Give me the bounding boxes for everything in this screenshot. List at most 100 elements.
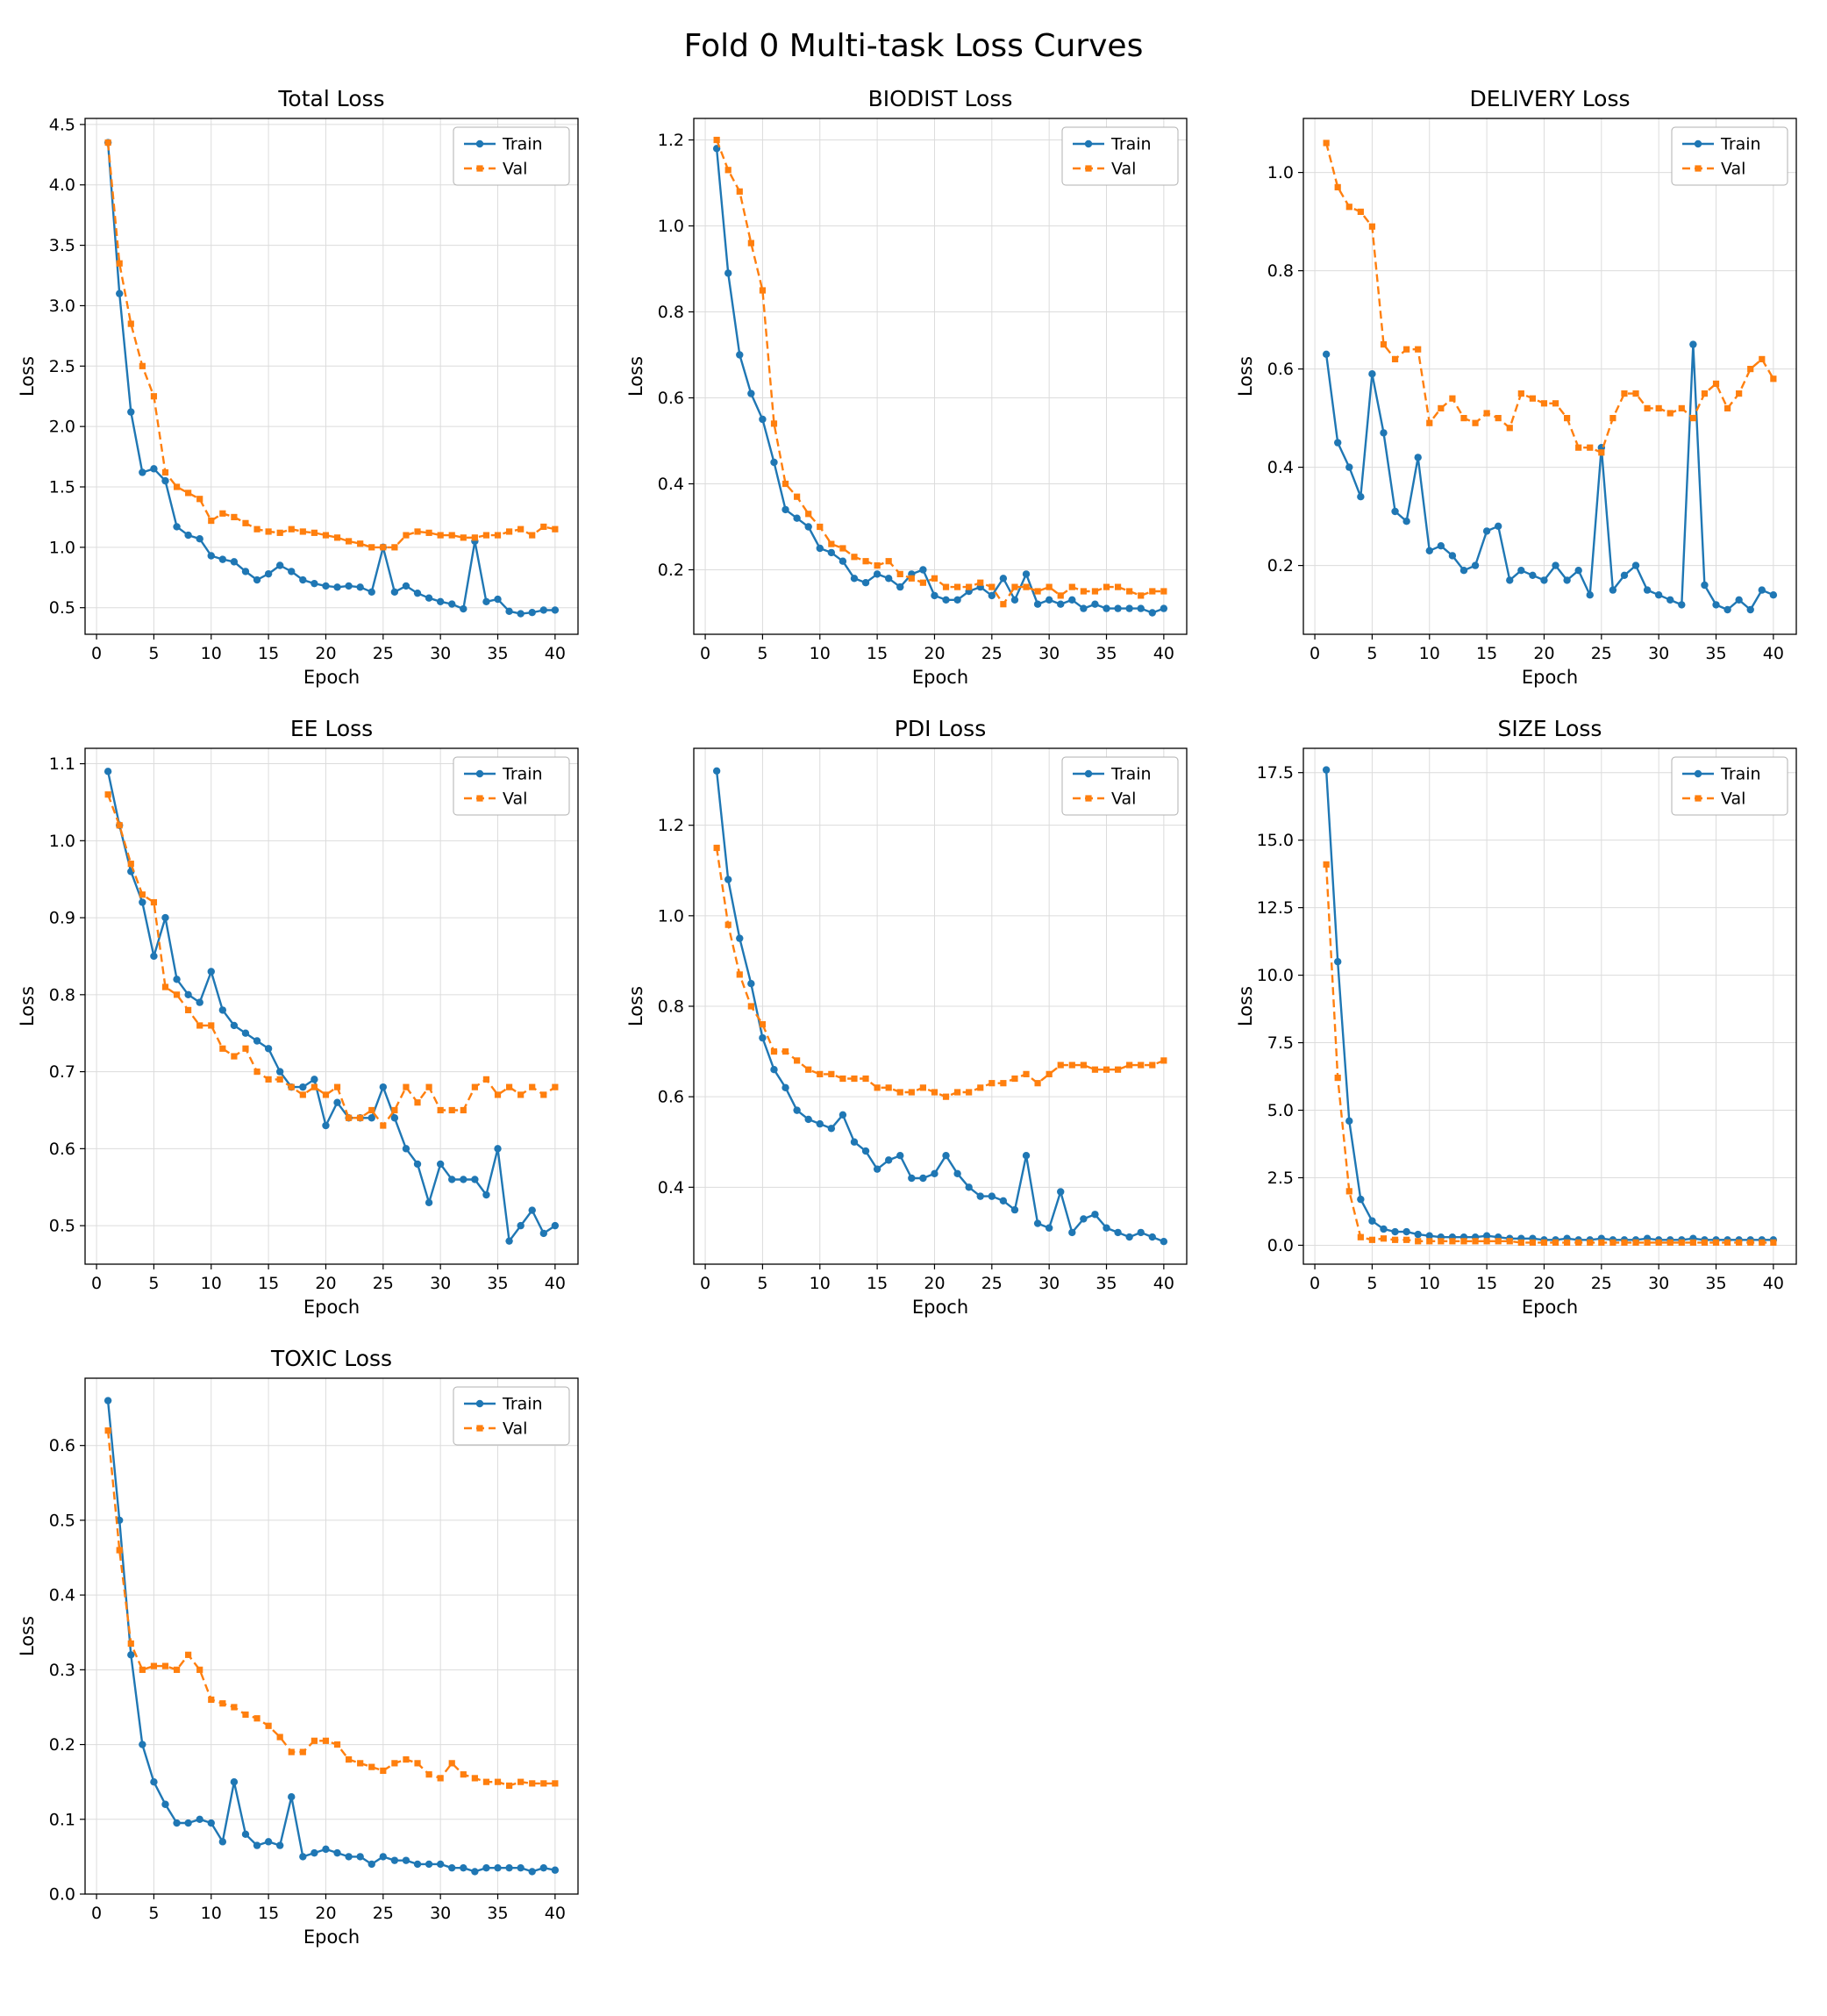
svg-text:10.0: 10.0 [1257,966,1294,985]
svg-text:10: 10 [201,1904,222,1923]
svg-text:Train: Train [1720,765,1761,784]
svg-text:3.0: 3.0 [49,297,75,316]
svg-text:10: 10 [1418,1274,1439,1293]
svg-text:5: 5 [149,644,160,663]
svg-text:15: 15 [867,644,889,663]
total-loss-chart: 0 5 10 15 20 25 30 35 40 0.5 1.0 1.5 2.0 2.5 3.0 3.5 4.0… [17,86,579,688]
svg-text:0.2: 0.2 [658,561,684,580]
svg-text:BIODIST Loss: BIODIST Loss [868,86,1013,111]
svg-text:0.6: 0.6 [49,1436,75,1455]
svg-text:20: 20 [1533,644,1554,663]
svg-text:0: 0 [701,644,711,663]
biodist-loss-panel: 0 5 10 15 20 25 30 35 40 0.2 0.4 0.6 0.8 1.0 1.2 Epoch L… [609,80,1217,694]
svg-text:40: 40 [545,644,566,663]
svg-text:0.3: 0.3 [49,1661,75,1680]
svg-text:40: 40 [1763,644,1784,663]
svg-text:Epoch: Epoch [1522,1297,1578,1318]
svg-text:0.4: 0.4 [658,475,684,494]
svg-text:15: 15 [258,644,279,663]
svg-text:25: 25 [1591,1274,1612,1293]
svg-text:25: 25 [981,1274,1003,1293]
svg-text:Train: Train [502,135,543,154]
total-loss-panel: 0 5 10 15 20 25 30 35 40 0.5 1.0 1.5 2.0 2.5 3.0 3.5 4.0… [0,80,609,694]
svg-text:20: 20 [1533,1274,1554,1293]
svg-text:0.4: 0.4 [49,1586,75,1605]
svg-text:0.9: 0.9 [49,909,75,928]
svg-text:0: 0 [701,1274,711,1293]
toxic-loss-chart: 0 5 10 15 20 25 30 35 40 0.0 0.1 0.2 0.3 0.4 0.5 0.6 Epo… [17,1346,579,1948]
svg-text:30: 30 [1648,1274,1669,1293]
svg-text:0.2: 0.2 [1267,556,1294,575]
svg-text:2.5: 2.5 [1267,1169,1294,1188]
svg-text:0.5: 0.5 [49,1217,75,1236]
svg-text:Val: Val [1111,160,1136,179]
svg-text:10: 10 [810,644,831,663]
svg-text:20: 20 [316,644,337,663]
svg-text:1.0: 1.0 [658,906,684,926]
svg-text:0.5: 0.5 [49,1511,75,1530]
svg-text:DELIVERY Loss: DELIVERY Loss [1469,86,1630,111]
svg-text:4.5: 4.5 [49,115,75,134]
svg-text:Epoch: Epoch [912,1297,968,1318]
svg-text:0.6: 0.6 [49,1140,75,1159]
svg-text:1.5: 1.5 [49,478,75,497]
svg-text:Loss: Loss [625,356,646,397]
svg-text:40: 40 [1153,644,1174,663]
svg-text:30: 30 [430,1274,451,1293]
svg-text:30: 30 [1039,1274,1060,1293]
svg-text:0.8: 0.8 [49,985,75,1004]
svg-text:12.5: 12.5 [1257,898,1294,918]
svg-text:0: 0 [91,644,102,663]
svg-text:30: 30 [1648,644,1669,663]
svg-text:25: 25 [373,644,394,663]
toxic-loss-panel: 0 5 10 15 20 25 30 35 40 0.0 0.1 0.2 0.3 0.4 0.5 0.6 Epo… [0,1340,609,1954]
svg-text:2.0: 2.0 [49,418,75,437]
svg-text:Val: Val [1721,790,1745,809]
pdi-loss-panel: 0 5 10 15 20 25 30 35 40 0.4 0.6 0.8 1.0 1.2 Epoch Loss… [609,710,1217,1324]
svg-text:0.8: 0.8 [658,997,684,1017]
svg-text:10: 10 [1418,644,1439,663]
svg-text:0.6: 0.6 [1267,360,1294,379]
svg-text:0: 0 [1310,644,1320,663]
ee-loss-chart: 0 5 10 15 20 25 30 35 40 0.5 0.6 0.7 0.8 0.9 1.0 1.1 Epo… [17,716,579,1318]
svg-text:5: 5 [1367,1274,1377,1293]
svg-text:15.0: 15.0 [1257,831,1294,850]
svg-text:7.5: 7.5 [1267,1033,1294,1053]
svg-text:20: 20 [924,644,946,663]
svg-text:Train: Train [502,1395,543,1414]
svg-text:4.0: 4.0 [49,175,75,195]
svg-text:40: 40 [545,1274,566,1293]
svg-text:40: 40 [1763,1274,1784,1293]
svg-text:15: 15 [1476,1274,1497,1293]
svg-text:35: 35 [1096,644,1117,663]
figure-page: Fold 0 Multi-task Loss Curves 0 5 10 15 20 25… [0,28,1797,1954]
svg-text:5: 5 [149,1904,160,1923]
svg-text:40: 40 [545,1904,566,1923]
svg-text:15: 15 [258,1904,279,1923]
svg-text:Epoch: Epoch [303,1927,360,1948]
svg-text:5: 5 [149,1274,160,1293]
svg-text:0: 0 [91,1274,102,1293]
svg-text:20: 20 [924,1274,946,1293]
svg-text:0.0: 0.0 [1267,1236,1294,1255]
svg-text:0.6: 0.6 [658,1088,684,1107]
svg-text:5: 5 [1367,644,1377,663]
svg-text:15: 15 [1476,644,1497,663]
svg-text:Val: Val [503,160,527,179]
svg-text:17.5: 17.5 [1257,763,1294,783]
svg-text:Train: Train [502,765,543,784]
svg-text:10: 10 [201,1274,222,1293]
svg-text:40: 40 [1153,1274,1174,1293]
svg-text:0: 0 [1310,1274,1320,1293]
svg-text:PDI Loss: PDI Loss [895,716,986,741]
ee-loss-panel: 0 5 10 15 20 25 30 35 40 0.5 0.6 0.7 0.8 0.9 1.0 1.1 Epo… [0,710,609,1324]
svg-text:35: 35 [488,1274,509,1293]
svg-text:0.4: 0.4 [658,1178,684,1197]
svg-text:SIZE Loss: SIZE Loss [1497,716,1602,741]
svg-text:1.0: 1.0 [1267,163,1294,182]
svg-text:Epoch: Epoch [303,667,360,688]
svg-text:35: 35 [1705,644,1726,663]
svg-text:Epoch: Epoch [303,1297,360,1318]
svg-text:Loss: Loss [17,986,38,1026]
svg-text:0.1: 0.1 [49,1810,75,1829]
